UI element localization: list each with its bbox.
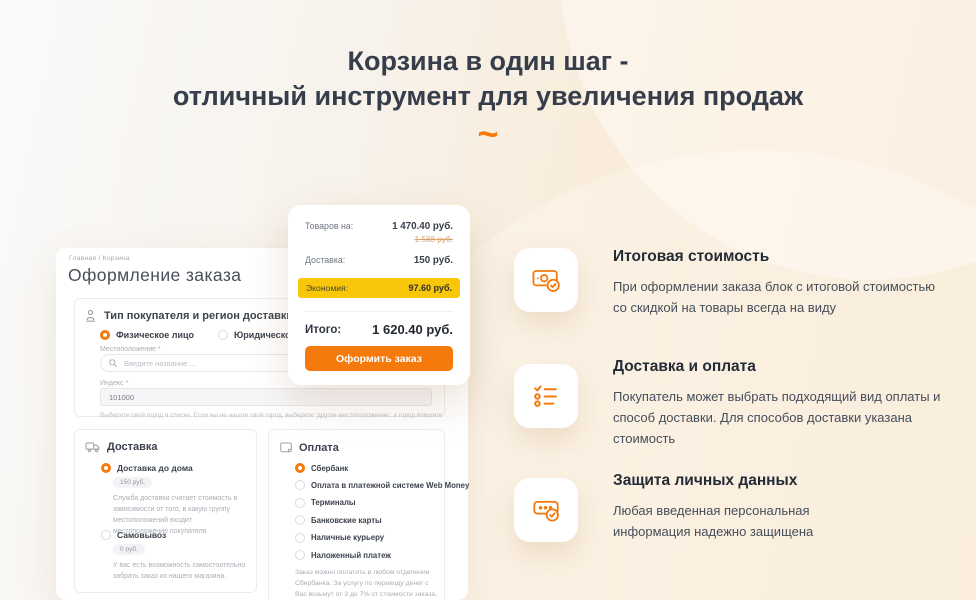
payment-option-terminals[interactable]: Терминалы — [295, 497, 356, 508]
items-total-row: Товаров на: 1 470.40 руб. — [305, 221, 453, 232]
checklist-icon — [534, 385, 557, 407]
radio-unselected-icon — [295, 532, 305, 543]
delivery-total-label: Доставка: — [305, 255, 346, 265]
hero: Корзина в один шаг - отличный инструмент … — [0, 44, 976, 154]
pickup-price-badge: 0 руб. — [113, 544, 145, 555]
page-heading: Корзина в один шаг - отличный инструмент … — [0, 44, 976, 114]
items-total-label: Товаров на: — [305, 221, 354, 231]
delivery-title: Доставка — [107, 441, 158, 453]
delivery-header: Доставка — [85, 441, 158, 453]
breadcrumb[interactable]: Главная / Корзина — [69, 255, 130, 262]
delivery-price-badge: 150 руб. — [113, 477, 153, 488]
payment-option-cod[interactable]: Наложенный платеж — [295, 550, 391, 560]
delivery-option-pickup[interactable]: Самовывоз — [101, 530, 166, 540]
payment-header: Оплата — [279, 441, 339, 454]
tilde-divider-icon: ~ — [477, 113, 499, 154]
feature-icon-tile — [514, 364, 578, 428]
radio-unselected-icon — [295, 497, 305, 508]
radio-legal-label: Юридическое лицо — [234, 330, 321, 340]
feature-title: Доставка и оплата — [613, 358, 756, 375]
payment-option-bank-cards[interactable]: Банковские карты — [295, 515, 382, 525]
buyer-region-title: Тип покупателя и регион доставки — [104, 309, 294, 322]
feature-text: При оформлении заказа блок с итоговой ст… — [613, 279, 935, 315]
location-helper-text: Выберите свой город в списке. Если вы не… — [100, 412, 442, 419]
radio-unselected-icon — [295, 550, 305, 560]
payment-option-label: Оплата в платежной системе Web Money — [311, 480, 470, 490]
delivery-option-home-desc: Служба доставки считает стоимость в зави… — [113, 495, 238, 535]
search-icon — [109, 359, 118, 368]
feature-text: Любая введенная персональная информация … — [613, 503, 814, 539]
location-label: Местоположение * — [100, 346, 161, 353]
payment-option-cash-courier[interactable]: Наличные курьеру — [295, 532, 385, 543]
truck-icon — [85, 442, 100, 453]
payment-option-webmoney[interactable]: Оплата в платежной системе Web Money — [295, 480, 469, 490]
feature-total-cost: Итоговая стоимость При оформлении заказа… — [514, 248, 954, 318]
heading-line2: отличный инструмент для увеличения прода… — [172, 81, 804, 111]
password-check-icon — [533, 501, 559, 522]
payment-option-label: Наложенный платеж — [311, 550, 391, 560]
radio-unselected-icon — [295, 515, 305, 525]
radio-selected-icon — [100, 330, 110, 340]
feature-title: Итоговая стоимость — [613, 248, 770, 265]
feature-icon-tile — [514, 478, 578, 542]
payment-option-sberbank[interactable]: Сбербанк — [295, 463, 348, 473]
location-input[interactable] — [122, 357, 424, 369]
feature-title: Защита личных данных — [613, 472, 798, 489]
delivery-option-pickup-desc: У вас есть возможность самостоятельно за… — [113, 562, 246, 580]
feature-data-protection: Защита личных данных Любая введенная пер… — [514, 472, 954, 542]
grand-total-row: Итого: 1 620.40 руб. — [305, 322, 453, 337]
payment-option-label: Наличные курьеру — [311, 533, 385, 542]
person-pin-icon — [86, 309, 95, 322]
heading-line1: Корзина в один шаг - — [347, 46, 629, 76]
delivery-option-pickup-label: Самовывоз — [117, 530, 167, 540]
radio-unselected-icon — [295, 480, 305, 490]
order-totals-card: Товаров на: 1 470.40 руб. 1 568 руб. Дос… — [288, 205, 470, 385]
feature-text: Покупатель может выбрать подходящий вид … — [613, 389, 941, 446]
checkout-title: Оформление заказа — [68, 265, 242, 285]
payment-note: Заказ можно оплатить в любом отделении С… — [295, 569, 438, 598]
radio-unselected-icon — [218, 330, 229, 340]
payment-card-icon — [280, 442, 292, 453]
radio-unselected-icon — [101, 530, 111, 540]
banknote-check-icon — [532, 270, 560, 292]
savings-banner: Экономия: 97.60 руб. — [298, 278, 460, 298]
index-label: Индекс * — [100, 380, 129, 387]
delivery-total-value: 150 руб. — [413, 255, 453, 266]
payment-option-label: Терминалы — [311, 498, 356, 507]
radio-legal-entity[interactable]: Юридическое лицо — [218, 330, 320, 340]
savings-label: Экономия: — [306, 283, 349, 293]
items-old-price: 1 568 руб. — [414, 235, 453, 244]
payment-card: Оплата Сбербанк Оплата в платежной систе… — [268, 429, 469, 600]
radio-selected-icon — [295, 463, 305, 473]
radio-individual-label: Физическое лицо — [116, 330, 195, 340]
feature-icon-tile — [514, 248, 578, 312]
items-total-value: 1 470.40 руб. — [392, 221, 453, 232]
checkout-button[interactable]: Оформить заказ — [305, 346, 453, 371]
payment-title: Оплата — [299, 441, 339, 454]
index-input[interactable] — [100, 388, 432, 406]
delivery-option-home[interactable]: Доставка до дома — [101, 463, 193, 473]
payment-option-label: Банковские карты — [311, 515, 382, 525]
grand-total-value: 1 620.40 руб. — [372, 322, 453, 337]
delivery-card: Доставка Доставка до дома 150 руб. Служб… — [74, 429, 257, 593]
savings-value: 97.60 руб. — [408, 283, 452, 293]
radio-selected-icon — [101, 463, 111, 473]
delivery-option-home-label: Доставка до дома — [117, 463, 193, 473]
totals-divider — [305, 311, 453, 312]
buyer-type-radios: Физическое лицо Юридическое лицо — [100, 330, 320, 340]
grand-total-label: Итого: — [305, 323, 342, 336]
buyer-region-header: Тип покупателя и регион доставки — [83, 308, 293, 323]
feature-delivery-payment: Доставка и оплата Покупатель может выбра… — [514, 358, 954, 449]
payment-option-label: Сбербанк — [311, 463, 349, 473]
delivery-total-row: Доставка: 150 руб. — [305, 255, 453, 266]
radio-individual[interactable]: Физическое лицо — [100, 330, 194, 340]
